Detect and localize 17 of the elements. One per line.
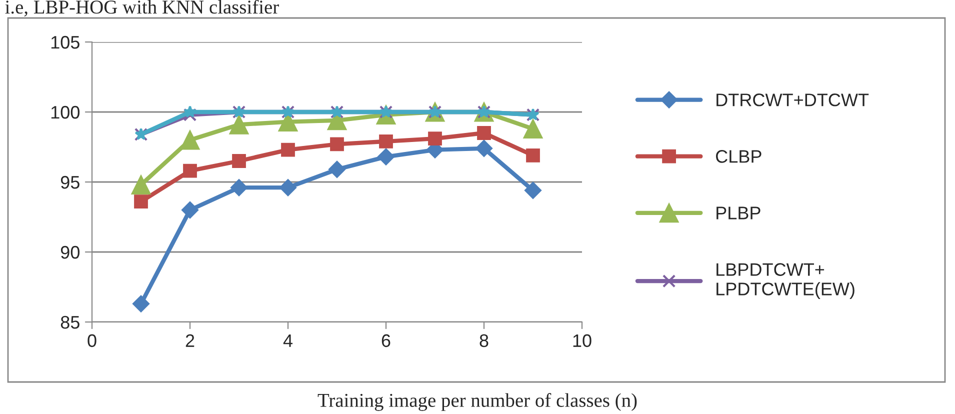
- legend-label: CLBP: [716, 150, 762, 163]
- y-tick-label: 100: [51, 106, 80, 119]
- x-tick-label: 8: [480, 334, 488, 348]
- x-tick-label: 2: [186, 334, 194, 347]
- legend-label: DTRCWT+DTCWT: [716, 94, 869, 106]
- x-tick-label: 4: [283, 334, 292, 347]
- legend-label: LBPDTCWT+ LPDTCWTE(EW): [716, 263, 854, 299]
- y-tick-label: 105: [51, 36, 80, 49]
- legend-label: PLBP: [716, 206, 760, 220]
- x-axis-title: Training image per number of classes (n): [318, 393, 637, 411]
- x-tick-label: 0: [88, 334, 96, 348]
- x-tick-label: 6: [382, 334, 390, 348]
- y-tick-label: 90: [60, 246, 80, 259]
- x-tick-label: 10: [573, 334, 592, 348]
- y-tick-label: 95: [60, 176, 80, 189]
- text: i.e, LBP-HOG with KNN classifier: [5, 0, 279, 16]
- y-tick-label: 85: [60, 316, 80, 329]
